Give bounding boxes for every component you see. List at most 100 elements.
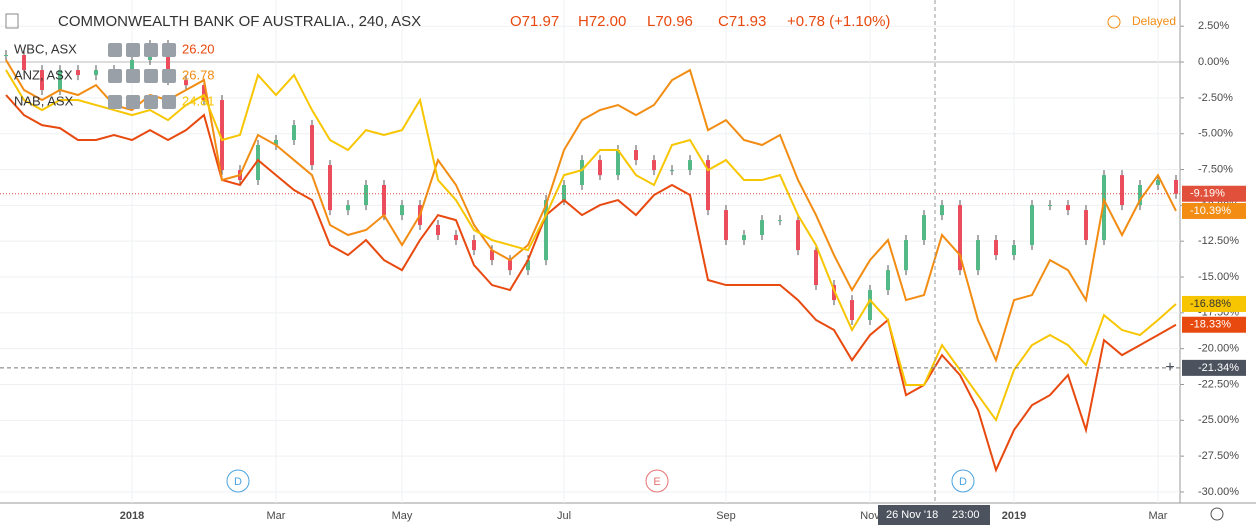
legend-button[interactable] <box>126 69 140 83</box>
candle-body <box>292 125 296 141</box>
candle-body <box>1012 245 1016 256</box>
candle-body <box>508 260 512 271</box>
legend-name[interactable]: WBC, ASX <box>14 41 77 56</box>
price-label-box <box>1182 316 1246 333</box>
legend-button[interactable] <box>162 95 176 109</box>
candle-body <box>634 150 638 161</box>
candle-body <box>544 200 548 261</box>
change: +0.78 (+1.10%) <box>787 13 890 30</box>
legend-button[interactable] <box>162 43 176 57</box>
y-tick-label: -15.00% <box>1198 271 1239 283</box>
event-marker[interactable] <box>226 469 250 493</box>
event-label[interactable]: D <box>234 476 242 488</box>
settings-icon[interactable] <box>1210 507 1224 521</box>
delayed[interactable]: Delayed <box>1132 14 1176 28</box>
x-tick-label: 2019 <box>1002 510 1026 522</box>
y-tick-label: -20.00% <box>1198 343 1239 355</box>
x-tick-label: May <box>392 510 413 522</box>
icon <box>5 13 19 29</box>
legend-button[interactable] <box>126 43 140 57</box>
legend-button[interactable] <box>108 43 122 57</box>
candle-body <box>760 220 764 236</box>
delayed-icon <box>1107 15 1121 29</box>
symbol[interactable]: COMMONWEALTH BANK OF AUSTRALIA., 240, AS… <box>58 13 421 30</box>
price-label-box <box>1182 295 1246 312</box>
candle-body <box>256 145 260 180</box>
legend-value: 26.20 <box>182 41 215 56</box>
candle-body <box>940 205 944 216</box>
legend: WBC, ASX 26.20 ANZ, ASX 26.78 NAB, ASX 24.81 <box>14 41 215 109</box>
y-tick-label: -7.50% <box>1198 163 1233 175</box>
candle-body <box>652 160 656 171</box>
x-tick-label: Sep <box>716 510 736 522</box>
candle-body <box>1120 175 1124 206</box>
candle-body <box>814 250 818 286</box>
legend-name[interactable]: ANZ, ASX <box>14 67 73 82</box>
legend-button[interactable] <box>126 95 140 109</box>
y-tick-label: 2.50% <box>1198 20 1229 32</box>
high: H72.00 <box>578 13 626 30</box>
candle-body <box>490 250 494 261</box>
y-tick-label: -2.50% <box>1198 92 1233 104</box>
event-marker[interactable] <box>951 469 975 493</box>
legend-value: 26.78 <box>182 67 215 82</box>
legend-name[interactable]: NAB, ASX <box>14 93 74 108</box>
event-marker[interactable] <box>645 469 669 493</box>
y-tick-label: -27.50% <box>1198 450 1239 462</box>
candle-body <box>1084 210 1088 241</box>
candle-body <box>778 220 782 222</box>
legend-button[interactable] <box>162 69 176 83</box>
legend-button[interactable] <box>144 95 158 109</box>
candle-body <box>4 55 8 57</box>
candle-body <box>904 240 908 271</box>
candle-body <box>220 100 224 171</box>
candle-body <box>166 44 170 81</box>
candle-body <box>454 235 458 241</box>
close: C71.93 <box>718 13 766 30</box>
candle-body <box>598 160 602 176</box>
y-tick-label: 0.00% <box>1198 56 1229 68</box>
candle-body <box>436 224 440 236</box>
candle-body <box>1048 205 1052 207</box>
crosshair-label: -21.34% <box>1198 362 1239 374</box>
event-label[interactable]: D <box>959 476 967 488</box>
candle-body <box>400 205 404 216</box>
legend-button[interactable] <box>108 95 122 109</box>
candle-body <box>526 260 530 271</box>
legend-button[interactable] <box>108 69 122 83</box>
x-tick-label: Mar <box>267 510 286 522</box>
candle-body <box>724 210 728 241</box>
candle-body <box>22 55 26 71</box>
open: O71.97 <box>510 13 559 30</box>
candle-body <box>832 285 836 301</box>
axes: 2.50%0.00%-2.50%-5.00%-7.50%-10.00%-12.5… <box>120 20 1246 525</box>
candle-body <box>670 170 674 172</box>
price-label: -10.39% <box>1190 205 1231 217</box>
candle-body <box>40 70 44 90</box>
x-tick-label: Jul <box>557 510 571 522</box>
candle-body <box>1174 179 1178 194</box>
candle-body <box>184 80 188 86</box>
series-line <box>5 94 1177 473</box>
event-label[interactable]: E <box>653 476 660 488</box>
candle-body <box>1102 175 1106 241</box>
legend-button[interactable] <box>144 69 158 83</box>
candle-body <box>472 240 476 251</box>
candle-body <box>958 205 962 271</box>
header[interactable]: COMMONWEALTH BANK OF AUSTRALIA., 240, AS… <box>5 13 1176 30</box>
y-tick-label: -22.50% <box>1198 378 1239 390</box>
time-label-time: 23:00 <box>952 509 980 521</box>
crosshair-label-box <box>1182 359 1246 376</box>
legend-button[interactable] <box>144 43 158 57</box>
candle-body <box>1066 205 1070 211</box>
x-tick-label: 2018 <box>120 510 144 522</box>
candle-body <box>562 185 566 201</box>
candle-body <box>202 85 206 101</box>
candle-body <box>346 205 350 211</box>
series-line <box>5 59 1177 363</box>
candle-body <box>1156 179 1160 186</box>
candle-body <box>886 270 890 291</box>
candle-body <box>976 240 980 271</box>
candle-body <box>742 235 746 241</box>
